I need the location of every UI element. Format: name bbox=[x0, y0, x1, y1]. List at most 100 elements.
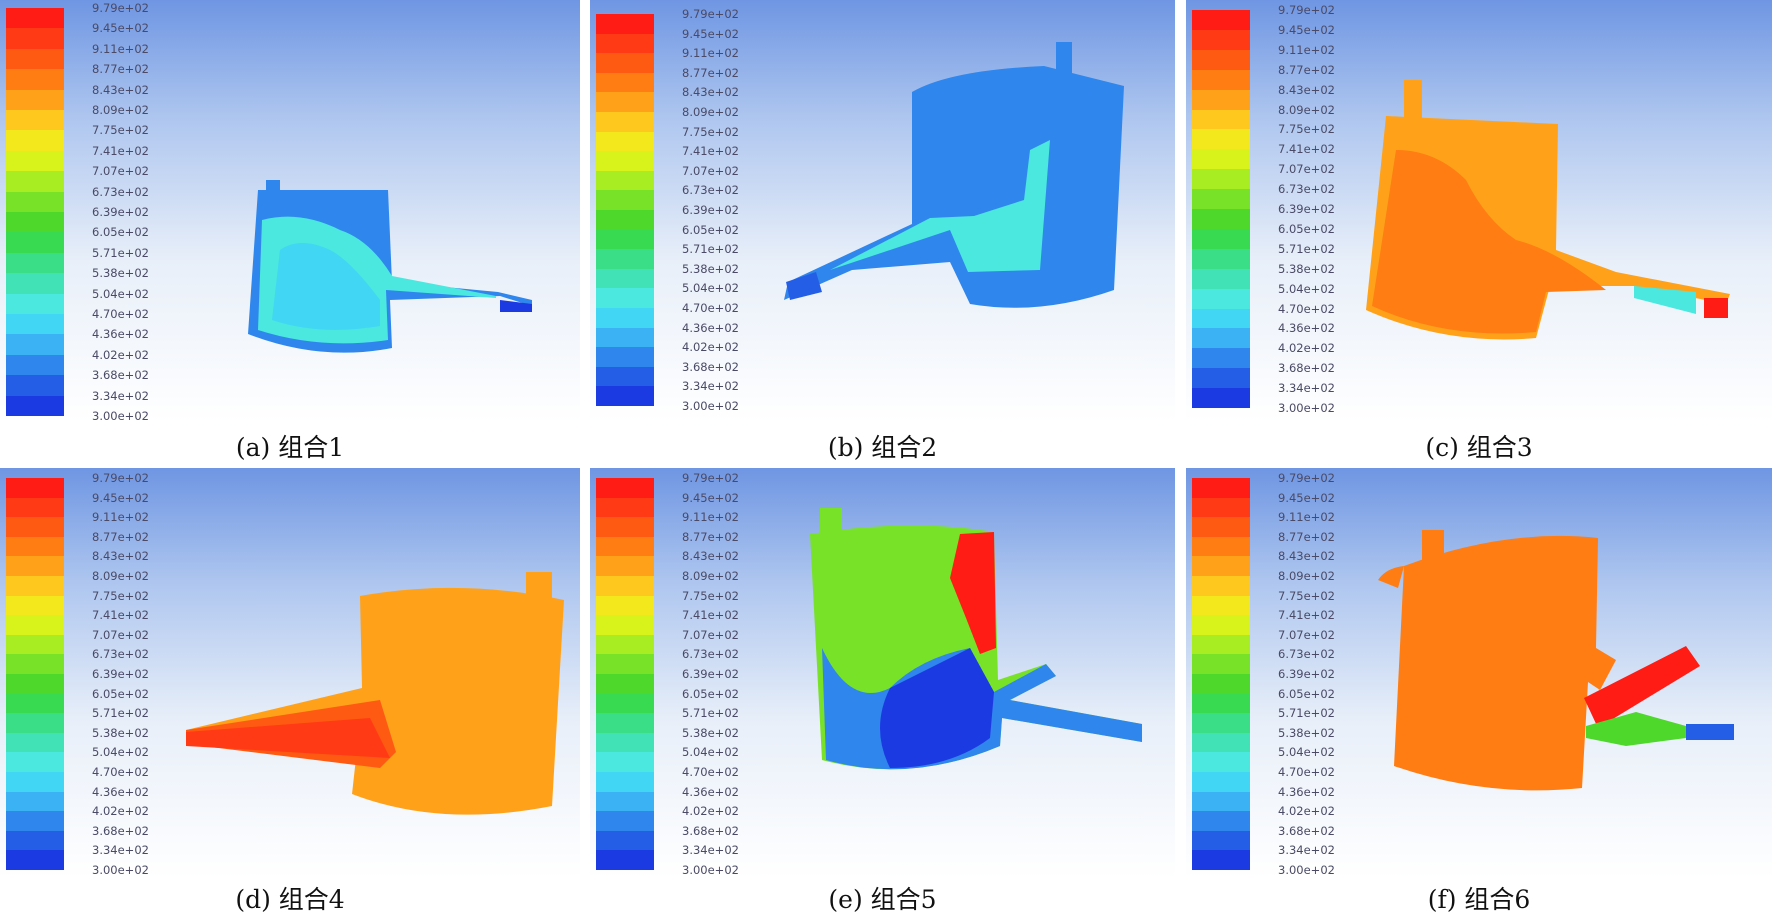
contour-region bbox=[786, 272, 822, 300]
colorbar-swatch bbox=[596, 366, 654, 387]
geometry-body bbox=[820, 508, 842, 542]
colorbar-tick-label: 4.02e+02 bbox=[1278, 341, 1335, 356]
contour-plot: 9.79e+02 9.45e+02 9.11e+02 8.77e+02 8.43e+02… bbox=[590, 468, 1175, 878]
colorbar-tick-label: 7.41e+02 bbox=[1278, 608, 1335, 623]
colorbar-swatch bbox=[596, 497, 654, 518]
colorbar-swatch bbox=[6, 232, 64, 254]
colorbar-swatch bbox=[1192, 348, 1250, 369]
colorbar-tick-label: 8.43e+02 bbox=[1278, 82, 1335, 97]
colorbar-swatch bbox=[1192, 10, 1250, 31]
colorbar-swatch bbox=[596, 850, 654, 871]
colorbar-swatch bbox=[596, 634, 654, 655]
colorbar-tick-label: 5.38e+02 bbox=[682, 261, 739, 276]
colorbar-tick-label: 8.43e+02 bbox=[682, 549, 739, 564]
colorbar-tick-label: 4.02e+02 bbox=[92, 347, 149, 362]
colorbar-tick-label: 4.36e+02 bbox=[1278, 784, 1335, 799]
colorbar-swatch bbox=[596, 72, 654, 93]
panel-f: 9.79e+02 9.45e+02 9.11e+02 8.77e+02 8.43e+02… bbox=[1186, 468, 1772, 922]
colorbar-swatch bbox=[6, 191, 64, 213]
colorbar-swatch bbox=[1192, 615, 1250, 636]
colorbar-swatch bbox=[596, 576, 654, 597]
colorbar bbox=[6, 8, 64, 417]
colorbar-swatch bbox=[596, 674, 654, 695]
colorbar-swatch bbox=[6, 212, 64, 233]
colorbar-swatch bbox=[596, 131, 654, 152]
colorbar-swatch bbox=[6, 536, 64, 557]
colorbar-swatch bbox=[1192, 368, 1250, 389]
colorbar-tick-label: 9.79e+02 bbox=[682, 7, 739, 21]
colorbar-tick-label: 7.41e+02 bbox=[1278, 142, 1335, 157]
colorbar-swatch bbox=[1192, 517, 1250, 538]
colorbar-tick-label: 3.34e+02 bbox=[1278, 381, 1335, 396]
colorbar-tick-label: 3.34e+02 bbox=[92, 388, 149, 403]
colorbar-swatch bbox=[6, 354, 64, 376]
colorbar-swatch bbox=[6, 732, 64, 753]
colorbar-swatch bbox=[6, 791, 64, 812]
colorbar-swatch bbox=[6, 334, 64, 356]
colorbar-tick-label: 9.11e+02 bbox=[92, 41, 149, 56]
colorbar-swatch bbox=[1192, 850, 1250, 871]
colorbar-tick-label: 8.77e+02 bbox=[92, 529, 149, 544]
colorbar-swatch bbox=[1192, 595, 1250, 616]
colorbar-tick-label: 7.07e+02 bbox=[1278, 162, 1335, 177]
colorbar-tick-label: 9.45e+02 bbox=[682, 26, 739, 41]
contour-geometry bbox=[810, 508, 1142, 770]
colorbar-swatch bbox=[6, 674, 64, 695]
colorbar-swatch bbox=[6, 850, 64, 871]
contour-region bbox=[186, 718, 390, 758]
geometry-body bbox=[266, 180, 280, 194]
colorbar-tick-label: 3.68e+02 bbox=[1278, 361, 1335, 376]
colorbar-swatch bbox=[1192, 693, 1250, 714]
colorbar-swatch bbox=[596, 327, 654, 348]
colorbar-swatch bbox=[596, 386, 654, 407]
colorbar-tick-label: 7.07e+02 bbox=[682, 627, 739, 642]
colorbar-tick-label: 4.02e+02 bbox=[92, 804, 149, 819]
colorbar-tick-label: 6.39e+02 bbox=[1278, 202, 1335, 216]
panel-e: 9.79e+02 9.45e+02 9.11e+02 8.77e+02 8.43e+02… bbox=[590, 468, 1175, 922]
colorbar-swatch bbox=[6, 89, 64, 111]
colorbar-tick-label: 7.07e+02 bbox=[682, 163, 739, 178]
colorbar-tick-label: 8.77e+02 bbox=[1278, 529, 1335, 544]
contour-region bbox=[1686, 724, 1734, 740]
colorbar-tick-label: 3.68e+02 bbox=[92, 368, 149, 383]
colorbar-tick-label: 5.04e+02 bbox=[682, 745, 739, 760]
colorbar-tick-label: 5.04e+02 bbox=[92, 286, 149, 301]
colorbar-tick-label: 8.09e+02 bbox=[92, 103, 149, 117]
colorbar-swatch bbox=[596, 308, 654, 329]
colorbar-tick-label: 3.00e+02 bbox=[682, 863, 739, 877]
colorbar-tick-label: 3.68e+02 bbox=[682, 823, 739, 838]
colorbar-tick-label: 6.73e+02 bbox=[1278, 647, 1335, 662]
colorbar-tick-label: 9.11e+02 bbox=[92, 510, 149, 525]
colorbar-swatch bbox=[6, 772, 64, 793]
colorbar-tick-label: 4.02e+02 bbox=[682, 340, 739, 355]
colorbar-swatch bbox=[6, 8, 64, 29]
colorbar-tick-label: 9.45e+02 bbox=[92, 490, 149, 505]
colorbar-tick-label: 6.73e+02 bbox=[682, 647, 739, 662]
colorbar-swatch bbox=[596, 791, 654, 812]
colorbar-swatch bbox=[1192, 49, 1250, 71]
colorbar-tick-label: 7.75e+02 bbox=[682, 588, 739, 603]
colorbar-swatch bbox=[1192, 268, 1250, 290]
colorbar-swatch bbox=[1192, 288, 1250, 309]
colorbar-tick-label: 6.05e+02 bbox=[92, 225, 149, 240]
colorbar-swatch bbox=[6, 595, 64, 616]
contour-plot: 9.79e+02 9.45e+02 9.11e+02 8.77e+02 8.43e+02… bbox=[1186, 468, 1772, 878]
contour-region bbox=[272, 243, 380, 330]
colorbar-tick-label: 4.70e+02 bbox=[92, 307, 149, 321]
colorbar-tick-label: 4.36e+02 bbox=[92, 327, 149, 342]
colorbar-swatch bbox=[6, 752, 64, 773]
colorbar-tick-label: 3.68e+02 bbox=[1278, 823, 1335, 838]
colorbar-swatch bbox=[6, 48, 64, 70]
caption: (a) 组合1 bbox=[235, 433, 345, 462]
colorbar-tick-label: 3.34e+02 bbox=[682, 843, 739, 858]
geometry-body bbox=[1378, 566, 1404, 588]
colorbar-tick-label: 8.09e+02 bbox=[682, 569, 739, 583]
contour-geometry bbox=[784, 42, 1124, 308]
colorbar-swatch bbox=[6, 130, 64, 152]
colorbar-swatch bbox=[596, 478, 654, 499]
colorbar-tick-label: 3.68e+02 bbox=[682, 359, 739, 374]
colorbar-swatch bbox=[596, 33, 654, 54]
colorbar-swatch bbox=[6, 110, 64, 131]
colorbar-tick-label: 9.79e+02 bbox=[92, 471, 149, 485]
colorbar-swatch bbox=[596, 595, 654, 616]
